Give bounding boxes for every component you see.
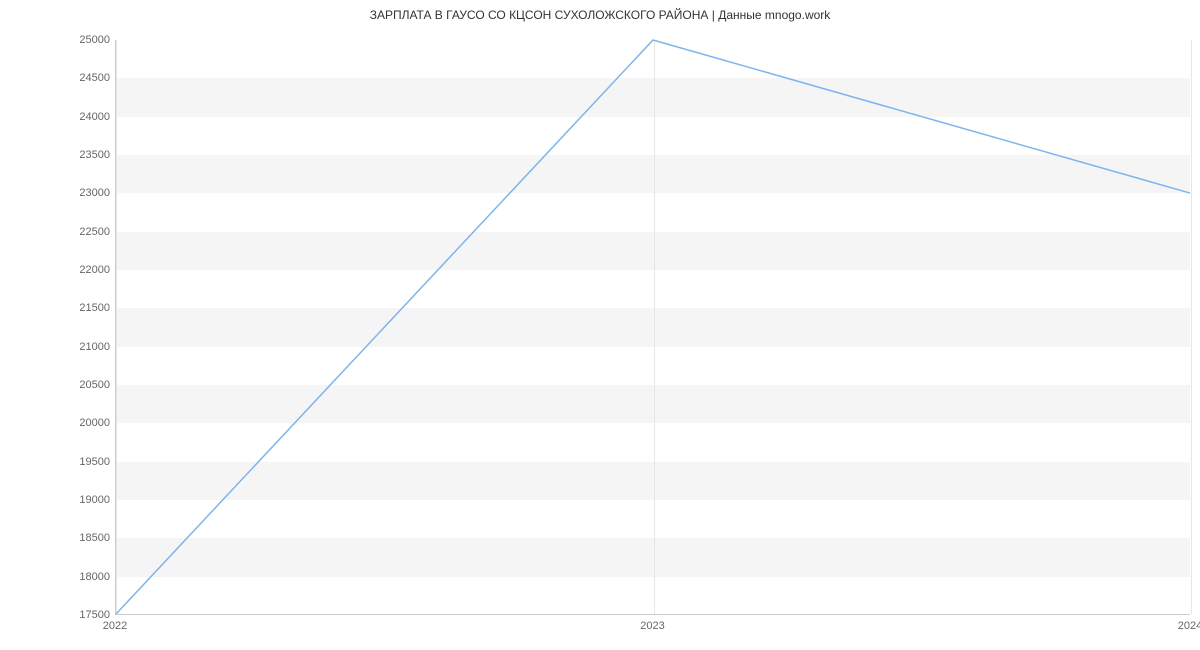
- grid-line-x: [1191, 40, 1192, 614]
- y-tick-label: 22500: [30, 226, 110, 238]
- y-tick-label: 25000: [30, 34, 110, 46]
- plot-area: [115, 40, 1190, 615]
- series-salary: [116, 40, 1190, 614]
- chart-title: ЗАРПЛАТА В ГАУСО СО КЦСОН СУХОЛОЖСКОГО Р…: [0, 8, 1200, 22]
- y-tick-label: 18500: [30, 532, 110, 544]
- y-tick-label: 19000: [30, 494, 110, 506]
- y-tick-label: 22000: [30, 264, 110, 276]
- y-tick-label: 24000: [30, 111, 110, 123]
- line-layer: [116, 40, 1190, 614]
- x-tick-label: 2022: [103, 620, 127, 632]
- y-tick-label: 21000: [30, 341, 110, 353]
- y-tick-label: 17500: [30, 609, 110, 621]
- x-tick-label: 2024: [1178, 620, 1200, 632]
- y-tick-label: 24500: [30, 72, 110, 84]
- y-tick-label: 23000: [30, 187, 110, 199]
- y-tick-label: 20000: [30, 417, 110, 429]
- salary-line-chart: ЗАРПЛАТА В ГАУСО СО КЦСОН СУХОЛОЖСКОГО Р…: [0, 0, 1200, 650]
- y-tick-label: 19500: [30, 456, 110, 468]
- y-tick-label: 18000: [30, 571, 110, 583]
- y-tick-label: 23500: [30, 149, 110, 161]
- y-tick-label: 21500: [30, 302, 110, 314]
- y-tick-label: 20500: [30, 379, 110, 391]
- x-tick-label: 2023: [640, 620, 664, 632]
